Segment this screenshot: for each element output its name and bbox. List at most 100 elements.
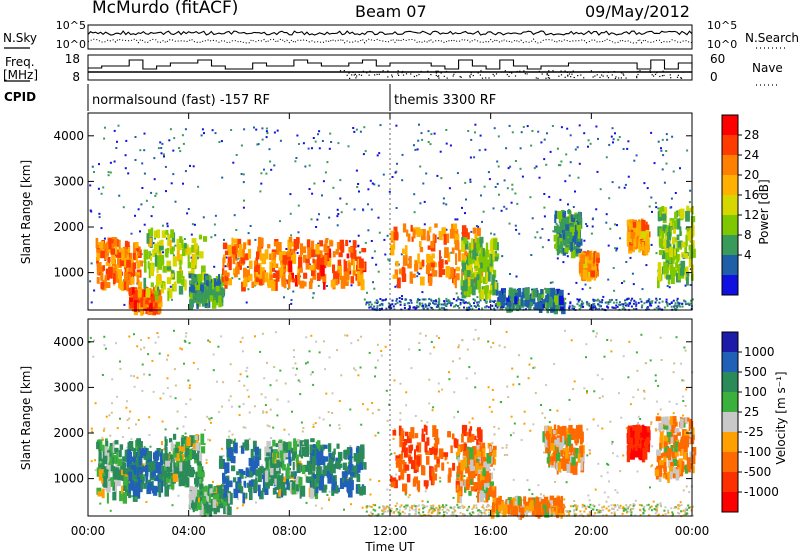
- speckle-point: [598, 509, 601, 512]
- speckle-point: [465, 198, 467, 201]
- echo-cell: [164, 472, 170, 482]
- speckle-point: [629, 510, 632, 513]
- speckle-point: [649, 359, 652, 362]
- speckle-point: [665, 133, 668, 136]
- speckle-point: [337, 213, 340, 215]
- speckle-point: [543, 138, 546, 141]
- speckle-point: [673, 506, 676, 509]
- speckle-point: [398, 513, 401, 516]
- echo-cell: [357, 280, 363, 286]
- nave-point: [508, 75, 510, 77]
- speckle-point: [531, 217, 534, 220]
- echo-cell: [152, 452, 157, 460]
- speckle-point: [588, 506, 591, 508]
- echo-cell: [585, 256, 590, 263]
- speckle-point: [563, 513, 566, 516]
- speckle-point: [556, 147, 559, 150]
- echo-cell: [178, 285, 184, 295]
- speckle-point: [674, 302, 677, 305]
- speckle-point: [431, 509, 434, 512]
- speckle-point: [559, 198, 562, 201]
- speckle-point: [386, 419, 389, 422]
- speckle-point: [350, 503, 352, 506]
- speckle-point: [310, 334, 313, 337]
- speckle-point: [456, 503, 459, 506]
- speckle-point: [543, 514, 545, 517]
- echo-cell: [591, 257, 595, 270]
- speckle-point: [483, 298, 486, 301]
- speckle-point: [90, 427, 93, 430]
- speckle-point: [684, 404, 687, 407]
- echo-cell: [689, 249, 693, 260]
- nave-point: [453, 73, 455, 75]
- nave-point: [481, 77, 484, 79]
- speckle-point: [441, 505, 444, 508]
- speckle-point: [174, 244, 177, 247]
- nave-point: [391, 76, 393, 78]
- speckle-point: [497, 427, 500, 430]
- speckle-point: [437, 511, 440, 514]
- speckle-point: [618, 186, 621, 189]
- echo-cell: [209, 295, 214, 302]
- speckle-point: [483, 509, 486, 512]
- echo-cell: [469, 258, 473, 264]
- echo-cell: [568, 210, 572, 221]
- speckle-point: [661, 514, 664, 517]
- nave-point: [437, 70, 439, 72]
- speckle-point: [672, 412, 675, 415]
- speckle-point: [393, 511, 396, 514]
- speckle-point: [648, 508, 650, 511]
- speckle-point: [371, 412, 374, 415]
- echo-cell: [195, 284, 200, 291]
- speckle-point: [588, 304, 591, 307]
- speckle-point: [311, 192, 314, 195]
- speckle-point: [411, 506, 413, 509]
- speckle-point: [663, 181, 666, 184]
- echo-cell: [676, 254, 680, 263]
- speckle-point: [124, 154, 127, 157]
- speckle-point: [606, 339, 609, 341]
- echo-cell: [117, 458, 123, 466]
- echo-cell: [164, 436, 167, 442]
- echo-cell: [231, 237, 234, 248]
- speckle-point: [665, 300, 668, 303]
- speckle-point: [586, 390, 588, 393]
- speckle-point: [125, 139, 128, 142]
- speckle-point: [543, 451, 545, 454]
- echo-cell: [164, 439, 168, 447]
- echo-cell: [191, 265, 195, 278]
- speckle-point: [447, 300, 450, 303]
- speckle-point: [444, 304, 447, 307]
- echo-cell: [359, 258, 364, 269]
- speckle-point: [417, 504, 420, 507]
- speckle-point: [516, 202, 519, 205]
- speckle-point: [145, 199, 148, 202]
- speckle-point: [541, 514, 544, 517]
- speckle-point: [274, 331, 277, 334]
- echo-cell: [119, 444, 124, 450]
- speckle-point: [653, 308, 656, 311]
- speckle-point: [512, 478, 515, 481]
- speckle-point: [673, 307, 676, 310]
- speckle-point: [599, 188, 602, 191]
- echo-cell: [135, 254, 138, 264]
- speckle-point: [680, 362, 683, 365]
- speckle-point: [636, 470, 639, 473]
- echo-cell: [590, 266, 595, 271]
- freq-label-line1: Freq.: [5, 55, 35, 69]
- speckle-point: [312, 292, 315, 295]
- echo-cell: [199, 505, 204, 516]
- speckle-point: [672, 299, 675, 302]
- speckle-point: [337, 142, 340, 145]
- speckle-point: [437, 297, 440, 300]
- speckle-point: [242, 206, 245, 209]
- speckle-point: [650, 465, 653, 468]
- speckle-point: [487, 306, 490, 309]
- speckle-point: [682, 395, 685, 398]
- speckle-point: [462, 513, 465, 516]
- speckle-point: [643, 505, 646, 508]
- speckle-point: [437, 237, 440, 240]
- speckle-point: [172, 173, 175, 176]
- echo-cell: [430, 240, 435, 249]
- echo-cell: [169, 288, 173, 299]
